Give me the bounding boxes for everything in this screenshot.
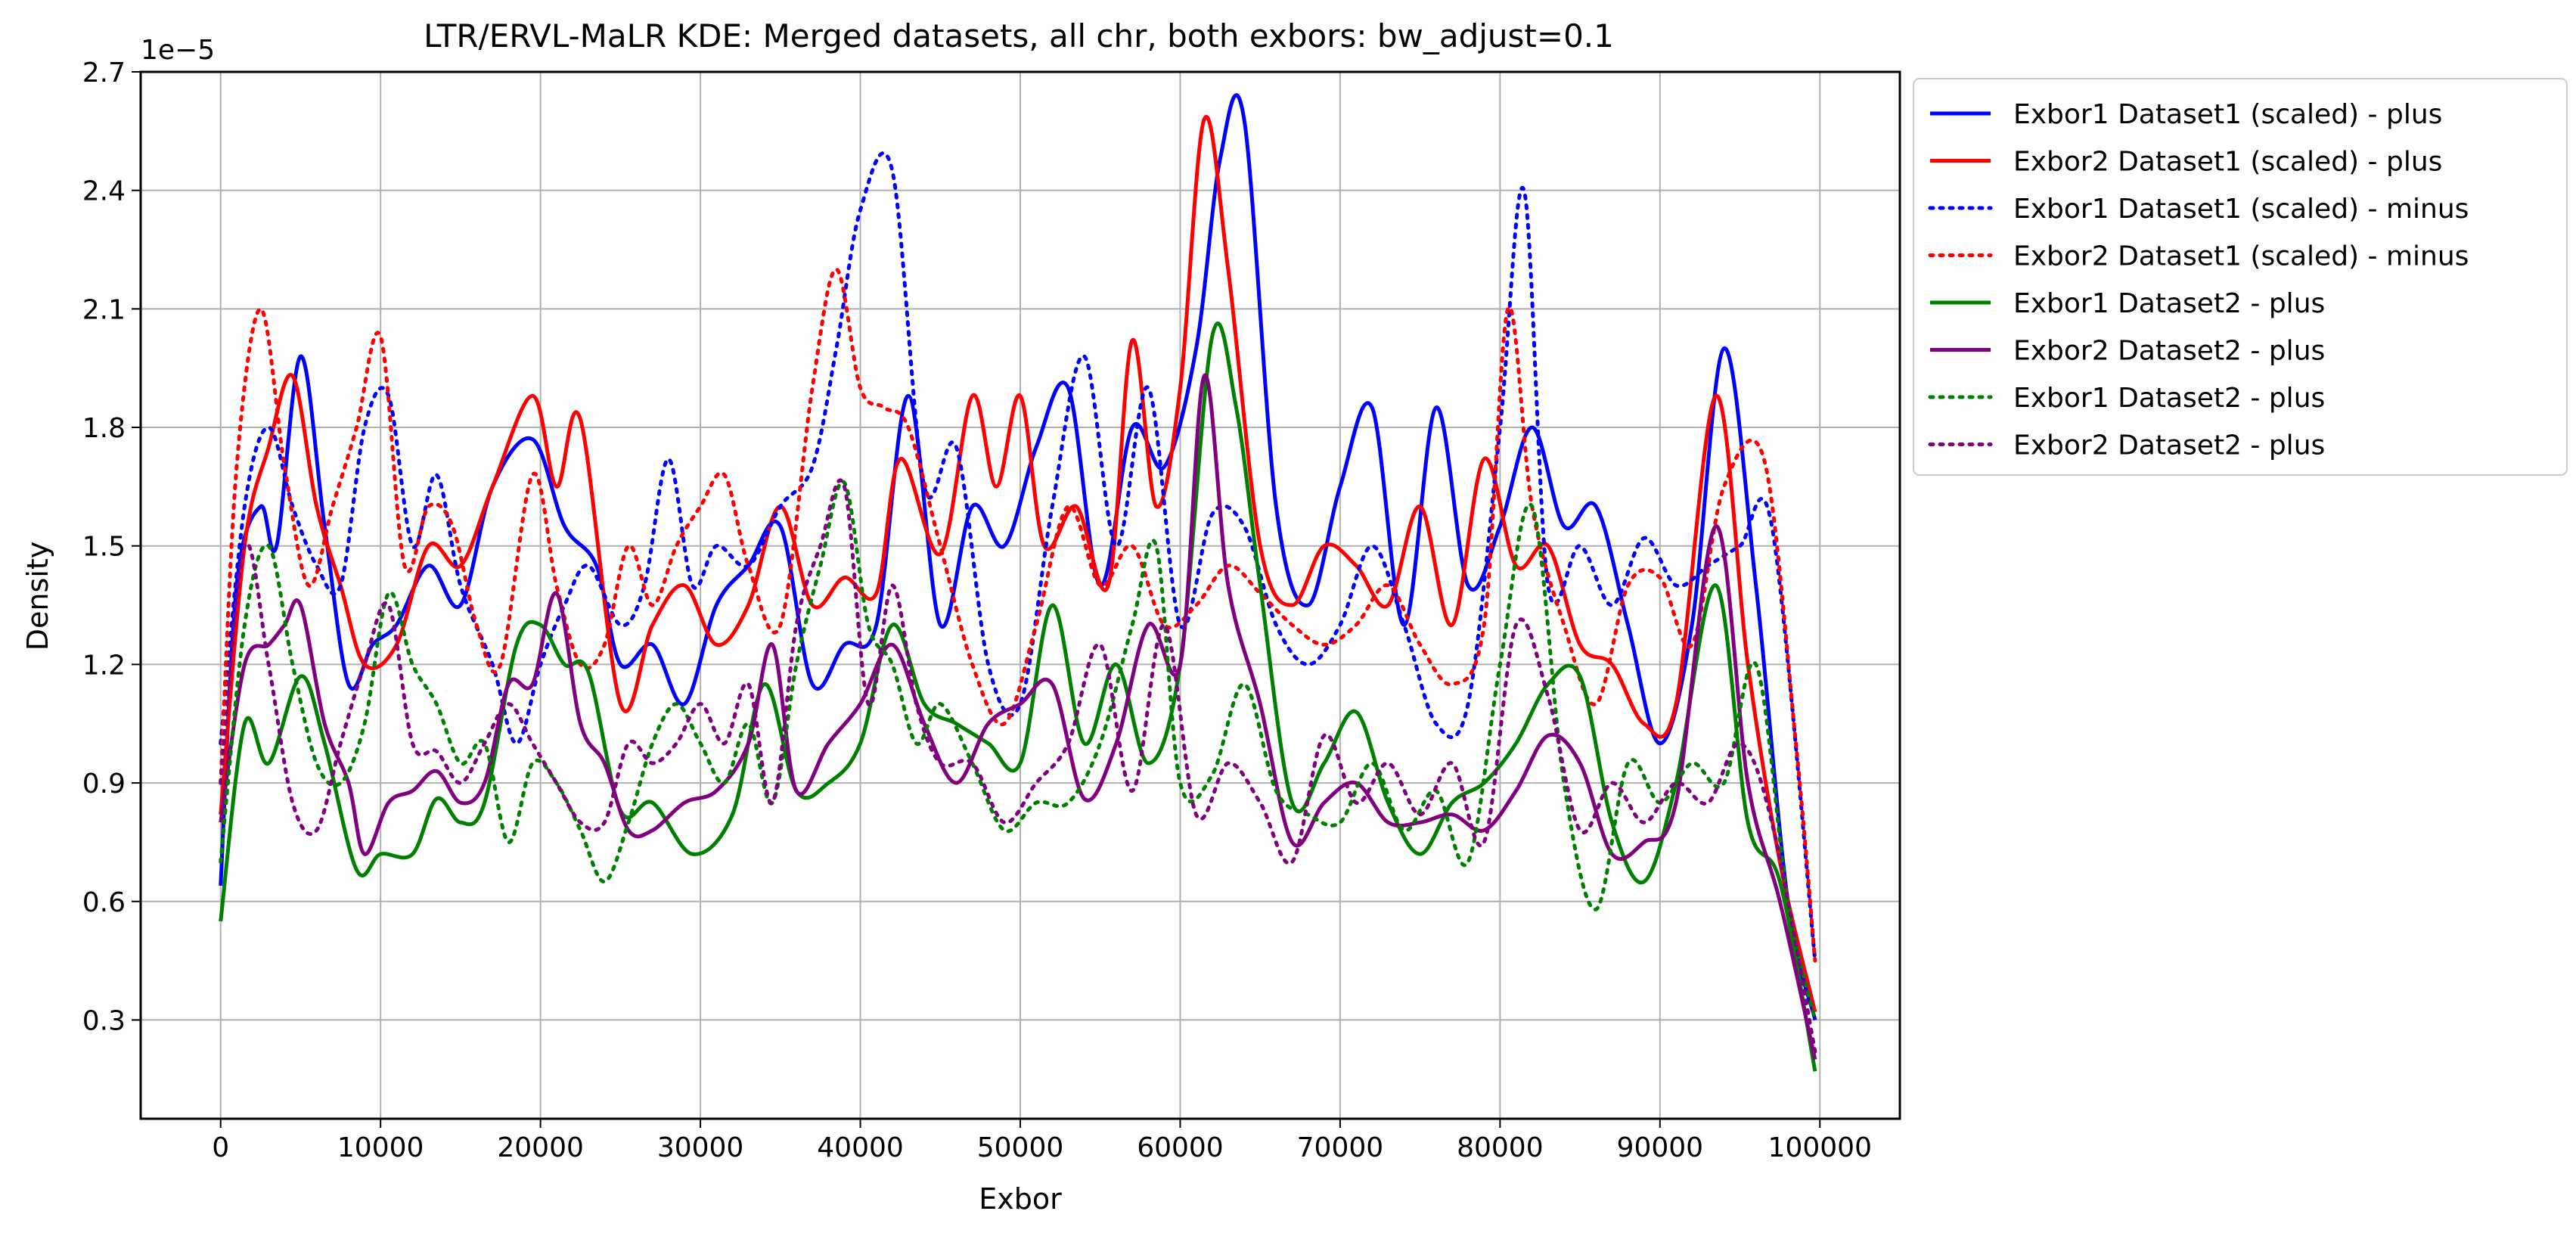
legend-label: Exbor1 Dataset1 (scaled) - minus <box>2013 194 2469 225</box>
x-tick-label: 20000 <box>497 1132 584 1163</box>
series-line-exbor2-dataset2-plus-7 <box>219 478 1817 1054</box>
x-tick-label: 90000 <box>1617 1132 1704 1163</box>
y-tick-label: 2.1 <box>82 294 126 325</box>
legend: Exbor1 Dataset1 (scaled) - plus Exbor2 Da… <box>1913 78 2568 476</box>
x-tick-label: 80000 <box>1457 1132 1544 1163</box>
y-offset-text: 1e−5 <box>141 35 215 66</box>
legend-label: Exbor2 Dataset2 - plus <box>2013 430 2325 461</box>
x-tick-label: 10000 <box>337 1132 424 1163</box>
y-tick-label: 0.9 <box>82 769 126 800</box>
x-tick-label: 40000 <box>817 1132 904 1163</box>
legend-label: Exbor1 Dataset2 - plus <box>2013 383 2325 414</box>
series-line-exbor1-dataset2-plus-6 <box>219 480 1817 1022</box>
y-tick-label: 1.8 <box>82 413 126 444</box>
series-line-exbor2-dataset1-scaled-minus-3 <box>219 267 1817 963</box>
axis-ticks: 0 10000 20000 30000 40000 50000 60000 70000 8000… <box>82 57 1872 1163</box>
x-tick-label: 0 <box>212 1132 229 1163</box>
y-tick-label: 1.2 <box>82 650 126 681</box>
series-line-exbor1-dataset1-scaled-minus-2 <box>219 151 1817 963</box>
legend-frame <box>1913 78 2568 476</box>
y-tick-label: 1.5 <box>82 532 126 563</box>
y-axis-label: Density <box>21 542 54 651</box>
y-tick-label: 0.6 <box>82 887 126 918</box>
x-tick-label: 30000 <box>657 1132 744 1163</box>
x-tick-label: 70000 <box>1297 1132 1384 1163</box>
y-tick-label: 2.7 <box>82 57 126 88</box>
chart-title: LTR/ERVL-MaLR KDE: Merged datasets, all … <box>424 17 1614 54</box>
legend-label: Exbor2 Dataset2 - plus <box>2013 336 2325 367</box>
series-line-exbor1-dataset2-plus-4 <box>219 321 1817 1072</box>
x-tick-label: 60000 <box>1137 1132 1224 1163</box>
x-tick-label: 50000 <box>977 1132 1064 1163</box>
x-tick-label: 100000 <box>1768 1132 1872 1163</box>
legend-label: Exbor1 Dataset1 (scaled) - plus <box>2013 99 2442 130</box>
y-tick-label: 0.3 <box>82 1005 126 1036</box>
legend-label: Exbor1 Dataset2 - plus <box>2013 288 2325 319</box>
series-line-exbor1-dataset1-scaled-plus-0 <box>219 93 1817 1020</box>
series-lines <box>219 93 1817 1072</box>
legend-label: Exbor2 Dataset1 (scaled) - minus <box>2013 241 2469 272</box>
y-tick-label: 2.4 <box>82 176 126 207</box>
x-axis-label: Exbor <box>979 1182 1062 1216</box>
legend-label: Exbor2 Dataset1 (scaled) - plus <box>2013 147 2442 178</box>
series-line-exbor2-dataset2-plus-5 <box>219 373 1817 1060</box>
